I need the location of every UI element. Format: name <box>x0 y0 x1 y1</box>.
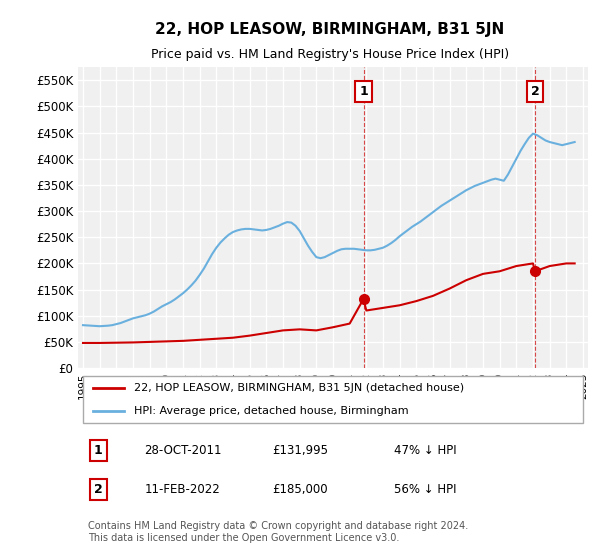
FancyBboxPatch shape <box>83 376 583 423</box>
Text: 2: 2 <box>94 483 103 496</box>
Text: 28-OCT-2011: 28-OCT-2011 <box>145 444 222 457</box>
Text: Contains HM Land Registry data © Crown copyright and database right 2024.
This d: Contains HM Land Registry data © Crown c… <box>88 521 469 543</box>
Text: 47% ↓ HPI: 47% ↓ HPI <box>394 444 457 457</box>
Text: £185,000: £185,000 <box>272 483 328 496</box>
Text: Price paid vs. HM Land Registry's House Price Index (HPI): Price paid vs. HM Land Registry's House … <box>151 48 509 60</box>
Text: 22, HOP LEASOW, BIRMINGHAM, B31 5JN (detached house): 22, HOP LEASOW, BIRMINGHAM, B31 5JN (det… <box>134 383 464 393</box>
Text: HPI: Average price, detached house, Birmingham: HPI: Average price, detached house, Birm… <box>134 406 409 416</box>
Text: 2: 2 <box>530 85 539 98</box>
Text: 1: 1 <box>359 85 368 98</box>
Text: 22, HOP LEASOW, BIRMINGHAM, B31 5JN: 22, HOP LEASOW, BIRMINGHAM, B31 5JN <box>155 22 505 38</box>
Text: £131,995: £131,995 <box>272 444 328 457</box>
Text: 1: 1 <box>94 444 103 457</box>
Text: 11-FEB-2022: 11-FEB-2022 <box>145 483 220 496</box>
Text: 56% ↓ HPI: 56% ↓ HPI <box>394 483 457 496</box>
